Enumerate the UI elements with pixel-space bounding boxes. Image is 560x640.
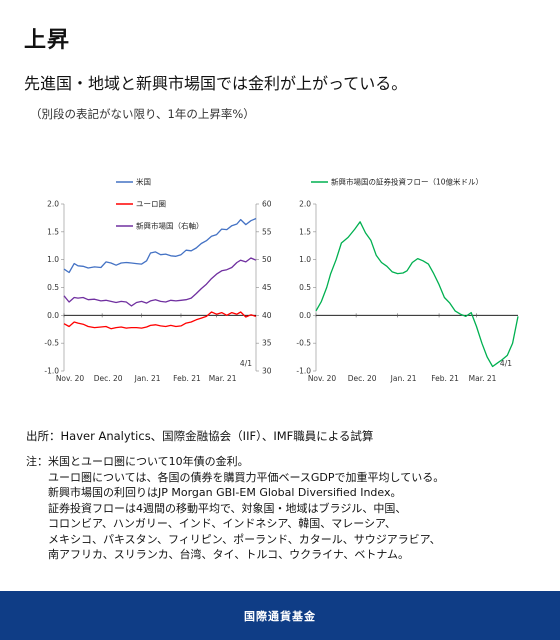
notes-list: 米国とユーロ圏について10年債の金利。 ユーロ圏については、各国の債券を購買力平… — [48, 454, 444, 563]
source-note: 出所：Haver Analytics、国際金融協会（IIF）、IMF職員による試… — [26, 429, 374, 443]
y-tick-label: 1.0 — [299, 255, 311, 264]
x-tick-label: Nov. 20 — [56, 374, 85, 383]
legend-label: 新興市場国の証券投資フロー（10億米ドル） — [331, 177, 483, 187]
series-line — [63, 217, 257, 274]
y-tick-label: -1.0 — [44, 367, 59, 376]
y2-tick-label: 30 — [262, 367, 272, 376]
y2-tick-label: 50 — [262, 255, 272, 264]
note-line: コロンビア、ハンガリー、インド、インドネシア、韓国、マレーシア、 — [48, 517, 396, 530]
x-tick-label: Mar. 21 — [469, 374, 497, 383]
x-tick-label: Dec. 20 — [94, 374, 123, 383]
x-tick-label: Nov. 20 — [308, 374, 337, 383]
y2-tick-label: 45 — [262, 283, 272, 292]
y2-tick-label: 60 — [262, 200, 272, 209]
page-heading: 上昇 — [24, 28, 71, 53]
series-line — [63, 257, 257, 307]
y2-tick-label: 55 — [262, 227, 272, 236]
yields-chart: -1.0 -0.5 0.0 0.5 1.0 1.5 2.0 30 35 40 45 50 55 60 Nov… — [44, 177, 272, 383]
note-line: 米国とユーロ圏について10年債の金利。 — [48, 455, 249, 468]
y-tick-label: -1.0 — [296, 367, 311, 376]
legend-label: 新興市場国（右軸） — [136, 221, 204, 231]
portfolio-flows-chart: -1.0 -0.5 0.0 0.5 1.0 1.5 2.0 Nov. 20 Dec. 20 Jan… — [296, 177, 519, 383]
x-tick-label: Jan. 21 — [134, 374, 161, 383]
date-annotation: 4/1 — [500, 359, 512, 368]
x-tick-label: Jan. 21 — [390, 374, 417, 383]
footer-org-name: 国際通貨基金 — [244, 609, 316, 623]
x-tick-label: Feb. 21 — [173, 374, 201, 383]
note-line: 証券投資フローは4週間の移動平均で、対象国・地域はブラジル、中国、 — [48, 501, 407, 515]
series-line — [315, 221, 519, 368]
units-caption: （別段の表記がない限り、1年の上昇率%） — [30, 107, 255, 121]
x-tick-label: Dec. 20 — [348, 374, 377, 383]
note-line: 新興市場国の利回りはJP Morgan GBI-EM Global Divers… — [48, 486, 402, 499]
y2-tick-label: 35 — [262, 339, 272, 348]
y-tick-label: 2.0 — [47, 200, 59, 209]
note-line: 南アフリカ、スリランカ、台湾、タイ、トルコ、ウクライナ、ベトナム。 — [48, 548, 410, 561]
y-tick-label: -0.5 — [44, 339, 59, 348]
notes-block: 注： 米国とユーロ圏について10年債の金利。 ユーロ圏については、各国の債券を購… — [26, 454, 444, 563]
y-tick-label: -0.5 — [296, 339, 311, 348]
y-tick-label: 0.5 — [299, 283, 311, 292]
note-line: ユーロ圏については、各国の債券を購買力平価ベースGDPで加重平均している。 — [48, 470, 445, 484]
page-subheading: 先進国・地域と新興市場国では金利が上がっている。 — [24, 74, 408, 93]
y-tick-label: 1.0 — [47, 255, 59, 264]
date-annotation: 4/1 — [240, 359, 252, 368]
series-line — [63, 311, 257, 330]
notes-row: 注： 米国とユーロ圏について10年債の金利。 ユーロ圏については、各国の債券を購… — [26, 454, 444, 563]
y-tick-label: 0.0 — [299, 311, 311, 320]
note-line: メキシコ、パキスタン、フィリピン、ポーランド、カタール、サウジアラビア、 — [48, 532, 441, 546]
y-tick-label: 1.5 — [299, 227, 311, 236]
y-tick-label: 0.5 — [47, 283, 59, 292]
x-tick-label: Feb. 21 — [431, 374, 459, 383]
x-tick-label: Mar. 21 — [209, 374, 237, 383]
y2-tick-label: 40 — [262, 311, 272, 320]
y-tick-label: 1.5 — [47, 227, 59, 236]
footer-bar: 国際通貨基金 — [0, 591, 560, 640]
y-tick-label: 2.0 — [299, 200, 311, 209]
legend-label: ユーロ圏 — [136, 200, 166, 209]
legend-label: 米国 — [136, 177, 151, 187]
notes-prefix: 注： — [26, 455, 48, 468]
y-tick-label: 0.0 — [47, 311, 59, 320]
